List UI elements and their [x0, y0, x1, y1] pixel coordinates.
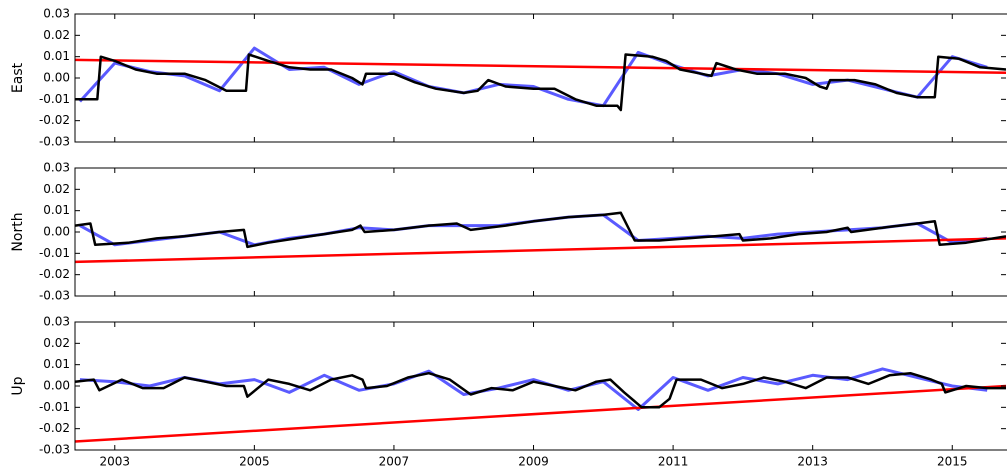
x-tick-label: 2007: [379, 455, 410, 469]
data-line: [75, 211, 1006, 249]
x-tick-label: 2011: [658, 455, 689, 469]
y-tick-label: 0.03: [43, 315, 70, 329]
y-axis-label: Up: [10, 376, 26, 395]
y-tick-label: -0.02: [39, 267, 70, 281]
data-line: [78, 46, 988, 108]
x-tick-label: 2005: [239, 455, 270, 469]
y-tick-label: 0.01: [43, 203, 70, 217]
y-tick-label: -0.02: [39, 421, 70, 435]
y-tick-label: -0.01: [39, 246, 70, 260]
y-tick-label: -0.03: [39, 443, 70, 457]
y-tick-label: 0.02: [43, 336, 70, 350]
y-tick-label: 0.01: [43, 357, 70, 371]
panel: Up -0.03 -0.02 -0.01 0.00 0.01 0.02 0.03 2003 200…: [10, 315, 1007, 469]
data-line: [79, 213, 988, 247]
y-axis-label: North: [10, 212, 26, 251]
data-line: [75, 371, 1006, 409]
y-tick-label: -0.01: [39, 92, 70, 106]
y-tick-label: 0.02: [43, 28, 70, 42]
y-tick-label: 0.00: [43, 71, 70, 85]
y-tick-label: -0.01: [39, 400, 70, 414]
data-line: [75, 384, 1006, 443]
y-tick-label: 0.01: [43, 49, 70, 63]
plot-frame: [74, 13, 1007, 143]
y-tick-label: -0.02: [39, 113, 70, 127]
y-tick-label: -0.03: [39, 289, 70, 303]
y-tick-label: 0.00: [43, 225, 70, 239]
plot-frame: [74, 167, 1007, 297]
y-tick-label: -0.03: [39, 135, 70, 149]
data-line: [75, 237, 1006, 264]
data-line: [79, 367, 988, 411]
y-tick-label: 0.00: [43, 379, 70, 393]
y-tick-label: 0.03: [43, 7, 70, 21]
x-tick-label: 2003: [100, 455, 131, 469]
panel: East -0.03 -0.02 -0.01 0.00 0.01 0.02 0.03: [10, 7, 1007, 149]
data-line: [75, 58, 1006, 74]
plot-frame: [74, 321, 1007, 451]
y-axis-label: East: [10, 62, 26, 93]
panel: North -0.03 -0.02 -0.01 0.00 0.01 0.02 0.03: [10, 161, 1007, 303]
x-tick-label: 2015: [937, 455, 968, 469]
x-tick-label: 2009: [518, 455, 549, 469]
data-line: [75, 53, 1006, 112]
y-tick-label: 0.02: [43, 182, 70, 196]
y-tick-label: 0.03: [43, 161, 70, 175]
x-tick-label: 2013: [797, 455, 828, 469]
